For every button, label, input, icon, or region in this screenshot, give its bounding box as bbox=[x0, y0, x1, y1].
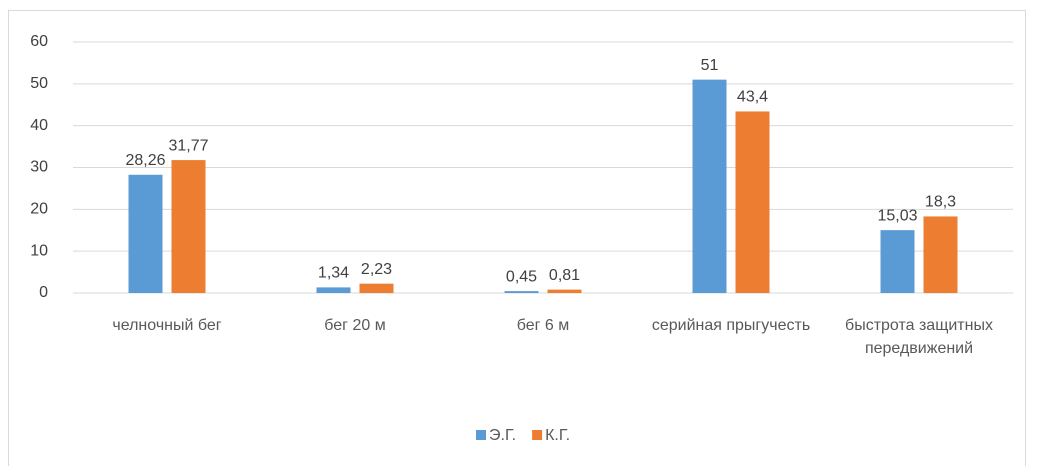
y-tick-label: 20 bbox=[30, 201, 48, 218]
y-tick-label: 60 bbox=[30, 33, 48, 50]
bar bbox=[359, 283, 394, 293]
data-label: 31,77 bbox=[168, 137, 208, 154]
data-label: 1,34 bbox=[318, 265, 349, 282]
bar bbox=[735, 111, 770, 294]
bar bbox=[171, 160, 206, 293]
legend-label: К.Г. bbox=[545, 427, 570, 444]
data-label: 18,3 bbox=[925, 194, 956, 211]
y-tick-label: 40 bbox=[30, 117, 48, 134]
y-tick-label: 10 bbox=[30, 242, 48, 259]
x-tick-label: бег 20 м bbox=[324, 317, 386, 334]
data-label: 2,23 bbox=[361, 261, 392, 278]
bar bbox=[504, 291, 539, 293]
bar bbox=[692, 79, 727, 294]
bar bbox=[316, 287, 351, 293]
y-tick-label: 0 bbox=[39, 284, 48, 301]
data-label: 0,45 bbox=[506, 268, 537, 285]
x-tick-label: быстрота защитных передвижений bbox=[845, 317, 993, 357]
x-tick-label: серийная прыгучесть bbox=[651, 317, 811, 334]
bar bbox=[880, 230, 915, 293]
legend-label: Э.Г. bbox=[489, 427, 516, 444]
bar bbox=[547, 289, 582, 293]
data-label: 15,03 bbox=[877, 207, 917, 224]
data-label: 28,26 bbox=[125, 152, 165, 169]
data-label: 43,4 bbox=[737, 89, 768, 106]
y-tick-label: 50 bbox=[30, 75, 48, 92]
y-tick-label: 30 bbox=[30, 159, 48, 176]
data-label: 51 bbox=[701, 57, 719, 74]
x-tick-label: челночный бег bbox=[112, 317, 222, 334]
legend-swatch bbox=[476, 430, 486, 440]
data-label: 0,81 bbox=[549, 267, 580, 284]
bar bbox=[128, 174, 163, 293]
bar bbox=[923, 216, 958, 293]
x-tick-label: бег 6 м bbox=[516, 317, 570, 334]
legend-swatch bbox=[532, 430, 543, 440]
